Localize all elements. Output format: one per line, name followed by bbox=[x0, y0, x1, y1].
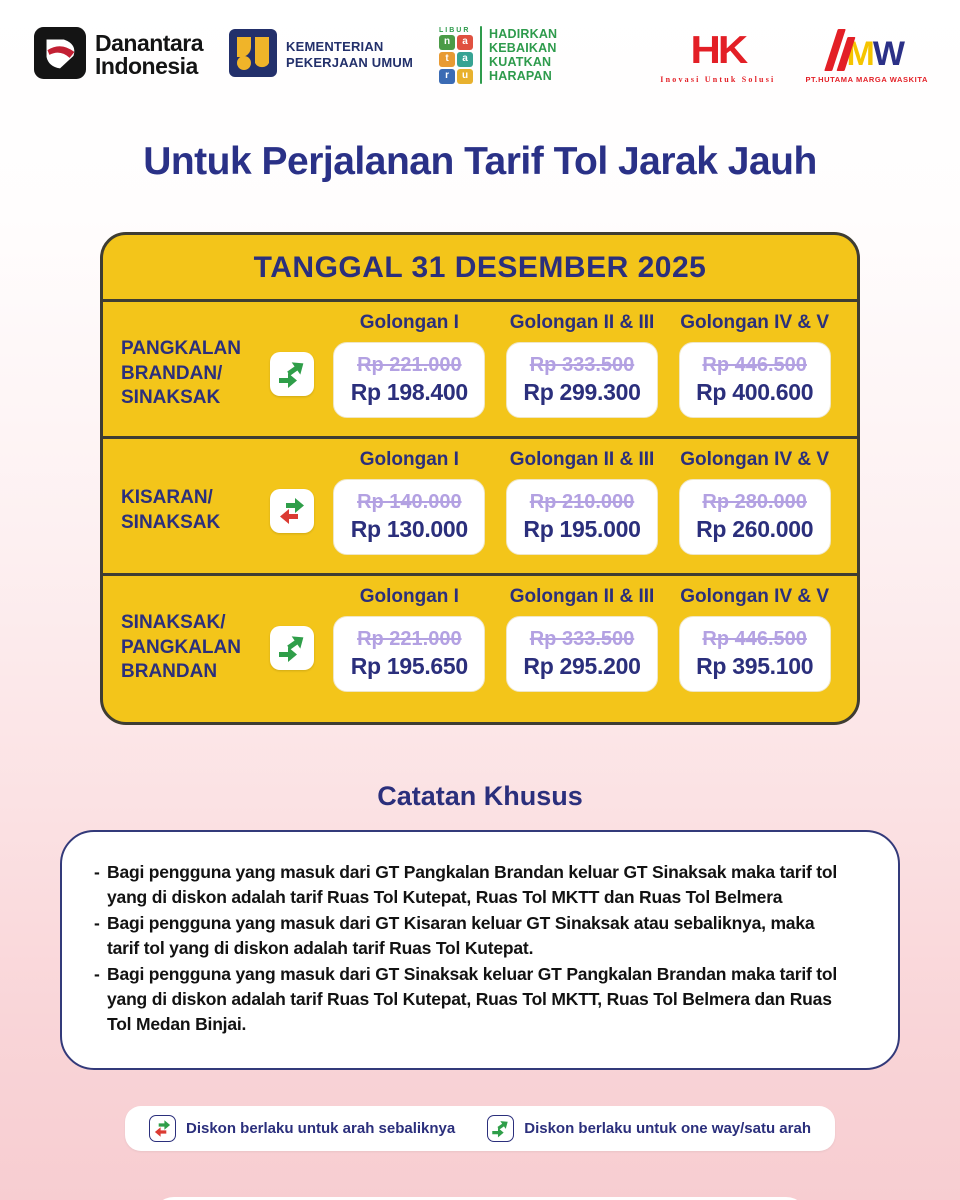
pu-icon bbox=[228, 28, 277, 82]
route-label: PANGKALAN BRANDAN/ SINAKSAK bbox=[121, 337, 241, 409]
fare-card: Rp 333.500 Rp 299.300 bbox=[506, 342, 658, 418]
golongan-4-5-header: Golongan IV & V bbox=[680, 312, 830, 333]
nataru-block: a bbox=[457, 51, 474, 67]
danantara-logo: Danantara Indonesia bbox=[34, 26, 203, 84]
legend-bar: Diskon berlaku untuk arah sebaliknya Dis… bbox=[124, 1105, 835, 1151]
hk-logo: HK Inovasi Untuk Solusi bbox=[660, 27, 776, 84]
legend-item: Diskon berlaku untuk arah sebaliknya bbox=[148, 1114, 456, 1142]
hmw-logo: M W PT.HUTAMA MARGA WASKITA bbox=[805, 27, 928, 84]
fare-card: Rp 221.000 Rp 195.650 bbox=[333, 616, 486, 692]
fare-card: Rp 210.000 Rp 195.000 bbox=[506, 479, 658, 555]
two-way-arrows-icon bbox=[148, 1114, 176, 1142]
table-date-header: TANGGAL 31 DESEMBER 2025 bbox=[103, 235, 857, 302]
nataru-divider bbox=[480, 26, 483, 84]
hmw-tagline: PT.HUTAMA MARGA WASKITA bbox=[805, 74, 928, 84]
hmw-w-letter: W bbox=[872, 34, 905, 73]
new-price: Rp 395.100 bbox=[696, 653, 814, 679]
golongan-1-header: Golongan I bbox=[359, 312, 459, 333]
logo-group-left: Danantara Indonesia KEMENTERIAN PEKERJAA… bbox=[34, 26, 557, 84]
old-price: Rp 221.000 bbox=[357, 628, 462, 650]
route-label: SINAKSAK/ PANGKALAN BRANDAN bbox=[121, 611, 241, 683]
golongan-4-5-header: Golongan IV & V bbox=[680, 449, 830, 470]
golongan-1-header: Golongan I bbox=[359, 586, 459, 607]
fare-card: Rp 446.500 Rp 400.600 bbox=[678, 342, 831, 418]
route-label: KISARAN/ SINAKSAK bbox=[121, 487, 221, 533]
nataru-block: a bbox=[457, 34, 474, 50]
hk-mark: HK bbox=[690, 27, 749, 71]
legend-label: Diskon berlaku untuk one way/satu arah bbox=[524, 1119, 811, 1137]
golongan-2-3-header: Golongan II & III bbox=[509, 586, 655, 607]
pu-label: KEMENTERIAN PEKERJAAN UMUM bbox=[285, 38, 414, 70]
pu-logo: KEMENTERIAN PEKERJAAN UMUM bbox=[228, 28, 414, 82]
logo-strip: Danantara Indonesia KEMENTERIAN PEKERJAA… bbox=[0, 0, 960, 84]
table-row: SINAKSAK/ PANGKALAN BRANDAN Golongan I R… bbox=[103, 573, 857, 722]
note-item: Bagi pengguna yang masuk dari GT Pangkal… bbox=[94, 860, 844, 911]
logo-group-right: HK Inovasi Untuk Solusi M W PT.HUTAMA MA… bbox=[660, 27, 932, 84]
nataru-block: u bbox=[457, 68, 474, 84]
one-way-arrows-icon bbox=[270, 626, 314, 670]
old-price: Rp 280.000 bbox=[702, 491, 807, 513]
golongan-2-3-header: Golongan II & III bbox=[509, 312, 655, 333]
new-price: Rp 195.650 bbox=[350, 653, 469, 679]
fare-card: Rp 140.000 Rp 130.000 bbox=[333, 479, 486, 555]
nataru-libur-label: LIBUR bbox=[439, 26, 471, 34]
new-price: Rp 295.200 bbox=[523, 653, 641, 679]
nataru-tagline: HADIRKAN KEBAIKAN KUATKAN HARAPAN bbox=[489, 27, 558, 83]
hmw-mark: M W bbox=[823, 27, 905, 73]
old-price: Rp 210.000 bbox=[529, 491, 635, 513]
old-price: Rp 446.500 bbox=[702, 354, 807, 376]
new-price: Rp 130.000 bbox=[350, 516, 469, 542]
hk-tagline: Inovasi Untuk Solusi bbox=[660, 74, 776, 84]
old-price: Rp 221.000 bbox=[357, 354, 462, 376]
new-price: Rp 299.300 bbox=[523, 379, 641, 405]
old-price: Rp 333.500 bbox=[529, 628, 635, 650]
old-price: Rp 446.500 bbox=[702, 628, 807, 650]
notes-box: Bagi pengguna yang masuk dari GT Pangkal… bbox=[60, 830, 900, 1070]
old-price: Rp 333.500 bbox=[529, 354, 635, 376]
nataru-blocks: LIBUR n a t a r u bbox=[439, 26, 474, 84]
nataru-block: n bbox=[439, 34, 456, 50]
fare-table: TANGGAL 31 DESEMBER 2025 PANGKALAN BRAND… bbox=[100, 232, 860, 725]
new-price: Rp 195.000 bbox=[523, 516, 641, 542]
one-way-arrows-icon bbox=[270, 352, 314, 396]
table-row: KISARAN/ SINAKSAK Golongan I Rp 140.000 … bbox=[103, 436, 857, 573]
fare-card: Rp 333.500 Rp 295.200 bbox=[506, 616, 658, 692]
fare-card: Rp 446.500 Rp 395.100 bbox=[678, 616, 831, 692]
note-item: Bagi pengguna yang masuk dari GT Sinaksa… bbox=[94, 962, 844, 1038]
danantara-label: Danantara Indonesia bbox=[95, 29, 203, 79]
fare-card: Rp 280.000 Rp 260.000 bbox=[678, 479, 831, 555]
new-price: Rp 260.000 bbox=[696, 516, 814, 542]
legend-label: Diskon berlaku untuk arah sebaliknya bbox=[185, 1119, 456, 1137]
golongan-2-3-header: Golongan II & III bbox=[509, 449, 655, 470]
notes-title: Catatan Khusus bbox=[377, 781, 583, 811]
danantara-icon bbox=[34, 26, 86, 84]
old-price: Rp 140.000 bbox=[357, 491, 462, 513]
new-price: Rp 400.600 bbox=[696, 379, 814, 405]
nataru-block: t bbox=[439, 51, 456, 67]
golongan-1-header: Golongan I bbox=[359, 449, 459, 470]
nataru-logo: LIBUR n a t a r u HADIRKAN KEBAIKAN KUAT… bbox=[439, 26, 557, 84]
table-row: PANGKALAN BRANDAN/ SINAKSAK Golongan I R… bbox=[103, 302, 857, 436]
golongan-4-5-header: Golongan IV & V bbox=[680, 586, 830, 607]
two-way-arrows-icon bbox=[270, 489, 314, 533]
fare-card: Rp 221.000 Rp 198.400 bbox=[333, 342, 486, 418]
note-item: Bagi pengguna yang masuk dari GT Kisaran… bbox=[94, 911, 844, 962]
legend-item: Diskon berlaku untuk one way/satu arah bbox=[487, 1114, 811, 1142]
footer-bar: ♪ hmwtollroad hmwtollroadweb.com bbox=[152, 1196, 808, 1200]
new-price: Rp 198.400 bbox=[350, 379, 469, 405]
nataru-block: r bbox=[439, 68, 456, 84]
page-title: Untuk Perjalanan Tarif Tol Jarak Jauh bbox=[143, 140, 817, 183]
one-way-arrows-icon bbox=[487, 1114, 515, 1142]
